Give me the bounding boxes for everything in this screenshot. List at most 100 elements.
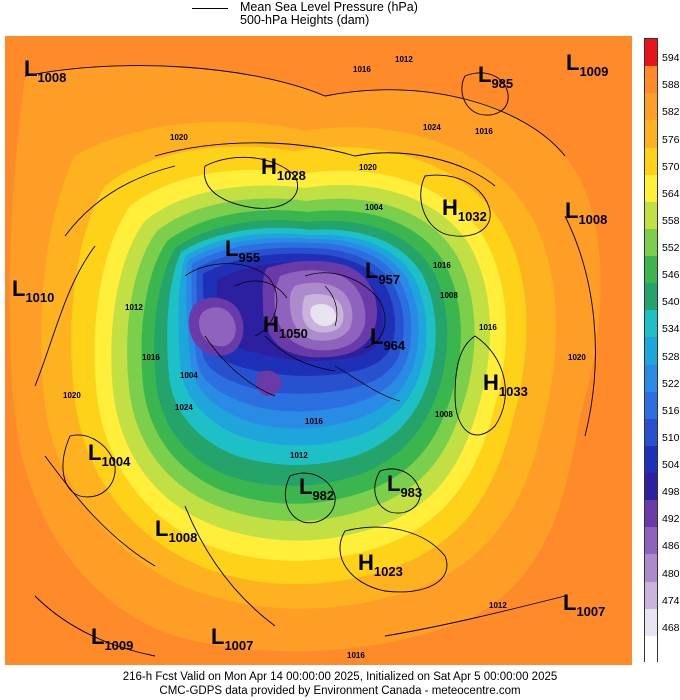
isobar-label: 1016 xyxy=(142,353,160,362)
pressure-center: L1009 xyxy=(91,624,134,653)
colorbar-cell xyxy=(645,608,657,637)
colorbar-tick-label: 498 xyxy=(662,486,680,499)
colorbar-cell xyxy=(645,39,657,67)
colorbar-tick-label: 504 xyxy=(662,459,680,472)
pressure-center: H1033 xyxy=(483,370,528,399)
map-footer: 216-h Fcst Valid on Mon Apr 14 00:00:00 … xyxy=(0,670,680,698)
colorbar-cell xyxy=(645,174,657,203)
isobar-label: 1016 xyxy=(305,417,323,426)
field-492-south xyxy=(256,370,282,396)
colorbar-cell xyxy=(645,418,657,447)
colorbar-cell xyxy=(645,310,657,338)
colorbar-cell xyxy=(645,635,657,664)
colorbar-tick-label: 522 xyxy=(662,377,680,390)
isobar-label: 1004 xyxy=(365,203,383,212)
colorbar-cell xyxy=(645,120,657,149)
colorbar-cell xyxy=(645,554,657,583)
colorbar-cell xyxy=(645,445,657,474)
colorbar-cell xyxy=(645,256,657,284)
pressure-center: L1004 xyxy=(88,440,131,469)
field-468 xyxy=(310,304,337,327)
height-field-graphic xyxy=(5,36,632,665)
isobar-label: 1020 xyxy=(568,353,586,362)
isobar-label: 1016 xyxy=(353,65,371,74)
isobar-label: 1016 xyxy=(433,261,451,270)
colorbar-tick-label: 534 xyxy=(662,323,680,336)
colorbar-tick-label: 528 xyxy=(662,350,680,363)
colorbar-tick-label: 594 xyxy=(662,52,680,65)
field-486-west xyxy=(199,307,236,347)
pressure-center: L1007 xyxy=(563,590,606,619)
isobar-label: 1016 xyxy=(347,651,365,660)
forecast-valid-text: 216-h Fcst Valid on Mon Apr 14 00:00:00 … xyxy=(122,671,558,683)
isobar-label: 1024 xyxy=(175,403,193,412)
isobar-label: 1012 xyxy=(290,451,308,460)
pressure-center: L1009 xyxy=(566,50,609,79)
isobar-label: 1012 xyxy=(395,55,413,64)
colorbar-tick-label: 492 xyxy=(662,513,680,526)
isobar-label: 1016 xyxy=(479,323,497,332)
colorbar-cell xyxy=(645,581,657,610)
colorbar-cell xyxy=(645,527,657,555)
isobar-label: 1020 xyxy=(359,163,377,172)
colorbar-cell xyxy=(645,147,657,176)
isobar-label: 1016 xyxy=(475,127,493,136)
colorbar-cell xyxy=(645,364,657,393)
colorbar-tick-label: 564 xyxy=(662,187,680,200)
pressure-center: L964 xyxy=(370,324,406,353)
isobar-label: 1012 xyxy=(489,601,507,610)
pressure-center: L1008 xyxy=(24,56,67,85)
legend-mslp-label: Mean Sea Level Pressure (hPa) xyxy=(240,0,418,14)
colorbar-cell xyxy=(645,93,657,121)
isobar-label: 1020 xyxy=(170,133,188,142)
colorbar-tick-label: 474 xyxy=(662,594,680,607)
colorbar-tick-label: 540 xyxy=(662,296,680,309)
colorbar-tick-label: 558 xyxy=(662,214,680,227)
pressure-center: L1008 xyxy=(565,198,608,227)
isobar-line-sample xyxy=(192,8,228,9)
pressure-center: H1028 xyxy=(261,154,306,183)
isobar-label: 1008 xyxy=(435,410,453,419)
colorbar-tick-label: 486 xyxy=(662,540,680,553)
colorbar-cell xyxy=(645,228,657,257)
colorbar-cell xyxy=(645,473,657,501)
map-legend: Mean Sea Level Pressure (hPa) 500-hPa He… xyxy=(190,0,510,32)
colorbar-tick-label: 480 xyxy=(662,567,680,580)
pressure-center: H1023 xyxy=(358,550,403,579)
colorbar-tick-label: 582 xyxy=(662,106,680,119)
colorbar-tick-label: 570 xyxy=(662,160,680,173)
colorbar-tick-label: 510 xyxy=(662,431,680,444)
colorbar-cell xyxy=(645,66,657,94)
isobar-label: 1012 xyxy=(125,303,143,312)
pressure-center: L1007 xyxy=(211,624,254,653)
colorbar-cell xyxy=(645,201,657,230)
colorbar-tick-label: 468 xyxy=(662,621,680,634)
height-colorbar xyxy=(644,38,658,664)
pressure-center: L985 xyxy=(478,62,514,91)
colorbar-tick-label: 552 xyxy=(662,242,680,255)
isobar-label: 1020 xyxy=(63,391,81,400)
colorbar-tick-label: 516 xyxy=(662,404,680,417)
colorbar-cell xyxy=(645,283,657,311)
pressure-center: L1008 xyxy=(155,516,198,545)
pressure-center: H1032 xyxy=(442,195,487,224)
pressure-center: L957 xyxy=(365,258,401,287)
inner-isobars xyxy=(184,263,401,402)
colorbar-cell xyxy=(645,500,657,528)
pressure-center: L1010 xyxy=(12,276,55,305)
legend-heights-label: 500-hPa Heights (dam) xyxy=(240,13,370,27)
polar-weather-map: L1008 L985 L1009 H1028 H1032 L1008 L955 … xyxy=(5,36,632,665)
isobar-label: 1008 xyxy=(440,291,458,300)
pressure-center: L982 xyxy=(299,474,335,503)
colorbar-tick-label: 576 xyxy=(662,133,680,146)
colorbar-tick-label: 588 xyxy=(662,79,680,92)
colorbar-tick-label: 546 xyxy=(662,269,680,282)
isobar-lines xyxy=(24,65,596,657)
isobar-label: 1024 xyxy=(423,123,441,132)
colorbar-cell xyxy=(645,337,657,366)
colorbar-cell xyxy=(645,391,657,420)
pressure-center: L955 xyxy=(225,236,261,265)
pressure-center: H1050 xyxy=(263,312,308,341)
pressure-center: L983 xyxy=(387,471,423,500)
data-credit-text: CMC-GDPS data provided by Environment Ca… xyxy=(159,685,521,697)
